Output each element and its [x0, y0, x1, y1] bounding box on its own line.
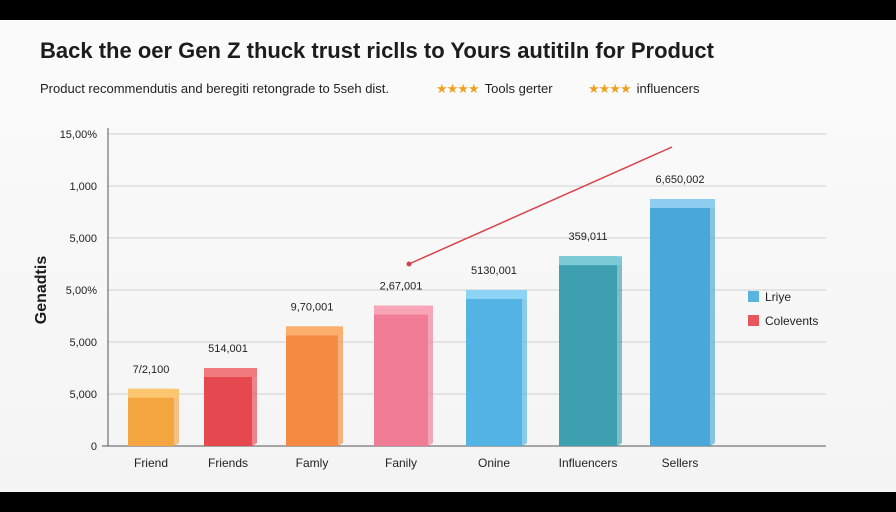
legend-swatch	[748, 291, 759, 302]
bar-side	[338, 326, 343, 446]
bar-top	[286, 326, 343, 336]
bar-top	[128, 388, 179, 398]
y-tick-label: 5,000	[69, 337, 97, 349]
legend-item-influencers: ★★★★ influencers	[588, 81, 700, 97]
chart-plot: 0 5,000 5,000 5,00% 5,000 1,000 15,00% 7/2,100 F…	[60, 128, 826, 470]
legend-item-lriye: Lriye	[748, 290, 791, 304]
x-tick-label: Famly	[296, 456, 329, 470]
y-tick-label: 15,00%	[60, 129, 98, 141]
bar-side	[252, 368, 257, 446]
bar-top	[204, 368, 257, 377]
trend-line-point	[406, 261, 412, 267]
legend-item-tools: ★★★★ Tools gerter	[436, 81, 553, 97]
bar-side	[522, 290, 527, 446]
bar-side	[428, 305, 433, 446]
bar-side	[174, 388, 179, 446]
value-label: 2,67,001	[380, 281, 423, 293]
bar-side	[710, 199, 715, 446]
value-label: 359,011	[569, 231, 608, 243]
legend-label: influencers	[636, 81, 700, 96]
trend-line	[408, 146, 673, 265]
value-label: 7/2,100	[133, 364, 170, 376]
bar	[374, 305, 428, 446]
value-label: 5130,001	[471, 265, 517, 277]
bar	[650, 199, 710, 446]
chart-subtitle: Product recommendutis and beregiti reton…	[40, 81, 390, 96]
x-tick-label: Influencers	[559, 456, 618, 470]
x-tick-label: Friends	[208, 456, 248, 470]
bar-top	[650, 199, 715, 208]
chart-frame: Back the oer Gen Z thuck trust riclls to…	[0, 20, 896, 492]
x-tick-label: Onine	[478, 456, 510, 470]
x-tick-label: Friend	[134, 456, 168, 470]
value-label: 6,650,002	[656, 174, 705, 186]
bar	[204, 368, 252, 446]
bar-side	[617, 256, 622, 446]
legend-swatch	[748, 315, 759, 326]
star-rating-icon: ★★★★	[588, 81, 632, 96]
legend-label: Colevents	[765, 314, 819, 328]
bar	[128, 388, 174, 446]
y-tick-label: 0	[91, 441, 97, 453]
legend-label: Tools gerter	[484, 81, 553, 96]
legend-label: Lriye	[765, 290, 792, 304]
bar	[559, 256, 617, 446]
bar-top	[559, 256, 622, 266]
bar	[466, 290, 522, 446]
value-label: 9,70,001	[291, 301, 334, 313]
value-label: 514,001	[208, 343, 248, 355]
y-tick-label: 1,000	[69, 181, 97, 193]
y-tick-label: 5,000	[69, 233, 97, 245]
legend-item-colevents: Colevents	[748, 314, 818, 328]
y-tick-label: 5,00%	[66, 285, 97, 297]
star-rating-icon: ★★★★	[436, 81, 480, 96]
y-tick-label: 5,000	[69, 389, 97, 401]
bar-top	[466, 290, 527, 299]
x-tick-label: Fanily	[385, 456, 417, 470]
chart-title: Back the oer Gen Z thuck trust riclls to…	[40, 38, 714, 63]
bar	[286, 326, 338, 446]
bar-top	[374, 305, 433, 315]
x-tick-label: Sellers	[662, 456, 699, 470]
